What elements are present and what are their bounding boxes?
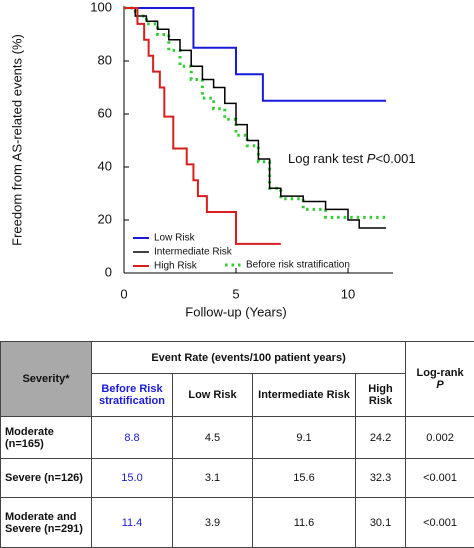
column-header: Before Risk stratification <box>91 373 173 417</box>
pvalue-header-text: Log-rank <box>416 367 464 379</box>
survival-curve <box>124 6 387 219</box>
y-tick-label: 60 <box>98 105 112 120</box>
survival-curve <box>124 7 387 229</box>
survival-curve <box>124 7 387 102</box>
legend-label: High Risk <box>154 261 198 272</box>
legend-label: Low Risk <box>154 233 196 244</box>
x-tick-label: 0 <box>120 286 127 301</box>
column-header: Intermediate Risk <box>252 373 356 417</box>
pvalue-header: Log-rank P <box>405 341 474 417</box>
y-tick-label: 80 <box>98 52 112 67</box>
column-header: High Risk <box>354 373 407 417</box>
table-cell: 3.9 <box>172 497 253 548</box>
annotation-value: <0.001 <box>375 151 415 166</box>
group-header: Event Rate (events/100 patient years) <box>90 341 407 374</box>
table-cell: 15.6 <box>252 458 356 498</box>
legend-label: Intermediate Risk <box>154 247 233 258</box>
p-value: <0.001 <box>405 497 474 548</box>
table-cell: 11.6 <box>252 497 356 548</box>
row-label: Moderate (n=165) <box>0 416 92 459</box>
x-tick-label: 10 <box>341 286 355 301</box>
pvalue-header-stat: P <box>436 379 444 391</box>
x-tick-label: 5 <box>232 286 239 301</box>
chart: Freedom from AS-related events (%) Follo… <box>9 0 416 319</box>
annotation-stat: P <box>367 151 376 166</box>
table-row: Severe (n=126) 15.0 3.1 15.6 32.3 <0.001 <box>0 458 474 498</box>
y-tick-label: 20 <box>98 211 112 226</box>
table-cell: 32.3 <box>354 458 407 498</box>
table-cell: 24.2 <box>354 416 407 459</box>
column-header: Low Risk <box>172 373 253 417</box>
table-row: Moderate (n=165) 8.8 4.5 9.1 24.2 0.002 <box>0 416 474 459</box>
table-cell: 15.0 <box>91 458 173 498</box>
table-cell: 3.1 <box>172 458 253 498</box>
legend-label: Before risk stratification <box>246 260 350 271</box>
y-tick-label: 40 <box>98 158 112 173</box>
table-cell: 9.1 <box>252 416 356 459</box>
table-row: Moderate and Severe (n=291) 11.4 3.9 11.6 30… <box>0 497 474 548</box>
severity-header: Severity* <box>0 341 92 417</box>
table-body: Moderate (n=165) 8.8 4.5 9.1 24.2 0.002 Severe… <box>0 416 474 548</box>
y-axis-label: Freedom from AS-related events (%) <box>9 34 24 246</box>
table-cell: 4.5 <box>172 416 253 459</box>
row-label: Moderate and Severe (n=291) <box>0 497 92 548</box>
p-value: <0.001 <box>405 458 474 498</box>
p-value: 0.002 <box>405 416 474 459</box>
table: Severity* Event Rate (events/100 patient… <box>0 341 474 548</box>
table-cell: 30.1 <box>354 497 407 548</box>
survival-curve <box>124 7 281 245</box>
x-axis-label: Follow-up (Years) <box>185 304 286 319</box>
annotation-text: Log rank test <box>288 151 364 166</box>
y-tick-label: 0 <box>105 264 112 279</box>
annotation: Log rank test P<0.001 <box>288 151 416 166</box>
table-cell: 8.8 <box>91 416 173 459</box>
y-tick-label: 100 <box>90 0 112 14</box>
row-label: Severe (n=126) <box>0 458 92 498</box>
table-cell: 11.4 <box>91 497 173 548</box>
